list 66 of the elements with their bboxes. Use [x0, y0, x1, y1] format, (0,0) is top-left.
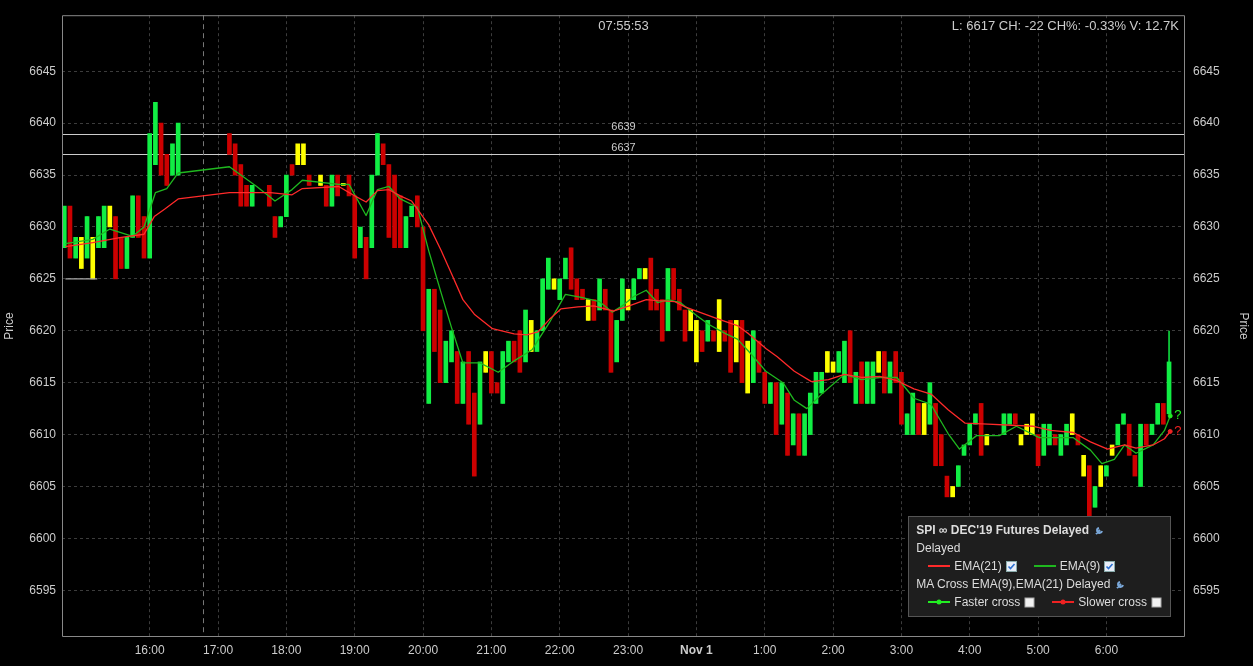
y-tick-label: 6630 [29, 219, 57, 234]
y-tick-label: 6635 [29, 167, 57, 182]
candlestick [249, 184, 255, 207]
candlestick [768, 381, 773, 405]
x-tick-label: 21:00 [476, 642, 507, 657]
legend-label: Faster cross [954, 594, 1021, 611]
data-label: ? [1174, 407, 1182, 423]
candlestick [266, 184, 272, 207]
legend-title: SPI ∞ DEC'19 Futures Delayed [916, 522, 1090, 539]
y2-tick-label: 6635 [1193, 167, 1221, 182]
x-tick-label: 5:00 [1026, 642, 1051, 657]
annotation: Delayed [916, 540, 961, 557]
x-tick-label: 1:00 [753, 642, 777, 657]
x-tick-label: 22:00 [544, 642, 576, 657]
annotation: MA Cross EMA(9),EMA(21) Delayed [916, 576, 1111, 593]
y-tick-label: 6640 [29, 115, 57, 130]
x-tick-label: 6:00 [1094, 642, 1119, 657]
data-label: ? [1174, 423, 1182, 439]
candlestick [956, 464, 961, 488]
candlestick [107, 205, 113, 228]
ref-line-label: 6637 [611, 140, 636, 153]
y2-tick-label: 6615 [1193, 374, 1221, 389]
x-tick-label: 20:00 [408, 642, 439, 657]
x-tick-label: 3:00 [889, 642, 914, 657]
x-tick-label: 18:00 [271, 642, 302, 657]
candlestick [944, 475, 950, 498]
candlestick [1143, 423, 1149, 446]
candlestick [876, 350, 881, 374]
x-tick-label: 17:00 [203, 642, 234, 657]
x-tick-label: Nov 1 [680, 642, 714, 657]
ref-line-label: 6639 [611, 120, 636, 133]
y2-tick-label: 6620 [1193, 323, 1221, 338]
x-tick-label: 4:00 [958, 642, 982, 657]
y2-tick-label: 6595 [1193, 582, 1221, 597]
y-tick-label: 6610 [29, 426, 57, 441]
candlestick [1161, 402, 1166, 425]
y-tick-label: 6605 [29, 478, 57, 493]
y2-tick-label: 6640 [1193, 115, 1221, 130]
candlestick [323, 184, 329, 207]
x-tick-label: 19:00 [339, 642, 371, 657]
annotation: L: 6617 CH: -22 CH%: -0.33% V: 12.7K [951, 17, 1180, 33]
candlestick [563, 257, 568, 280]
y2-tick-label: 6610 [1193, 426, 1221, 441]
y2-tick-label: 6605 [1193, 478, 1221, 493]
y-tick-label: 6620 [29, 323, 57, 338]
y-tick-label: 6615 [29, 374, 57, 389]
y2-tick-label: 6630 [1193, 219, 1221, 234]
y2-tick-label: 6600 [1193, 530, 1221, 545]
y2-tick-label: 6645 [1193, 63, 1221, 78]
annotation: 07:55:53 [598, 17, 649, 33]
x-tick-label: 16:00 [134, 642, 166, 657]
y-tick-label: 6625 [29, 271, 57, 286]
candlestick [1098, 464, 1104, 488]
y-tick-label: 6600 [29, 530, 57, 545]
y-tick-label: 6595 [29, 582, 57, 597]
candlestick [511, 340, 517, 363]
legend-label: Slower cross [1078, 594, 1147, 611]
x-tick-label: 2:00 [821, 642, 846, 657]
y2-tick-label: 6625 [1193, 271, 1221, 286]
x-tick-label: 23:00 [613, 642, 644, 657]
y-axis-title: Price [1, 312, 16, 340]
y2-axis-title: Price [1237, 312, 1252, 341]
legend-label: EMA(9) [1059, 558, 1101, 575]
y-tick-label: 6645 [29, 63, 57, 78]
candlestick [1069, 413, 1075, 436]
legend-label: EMA(21) [954, 558, 1002, 575]
